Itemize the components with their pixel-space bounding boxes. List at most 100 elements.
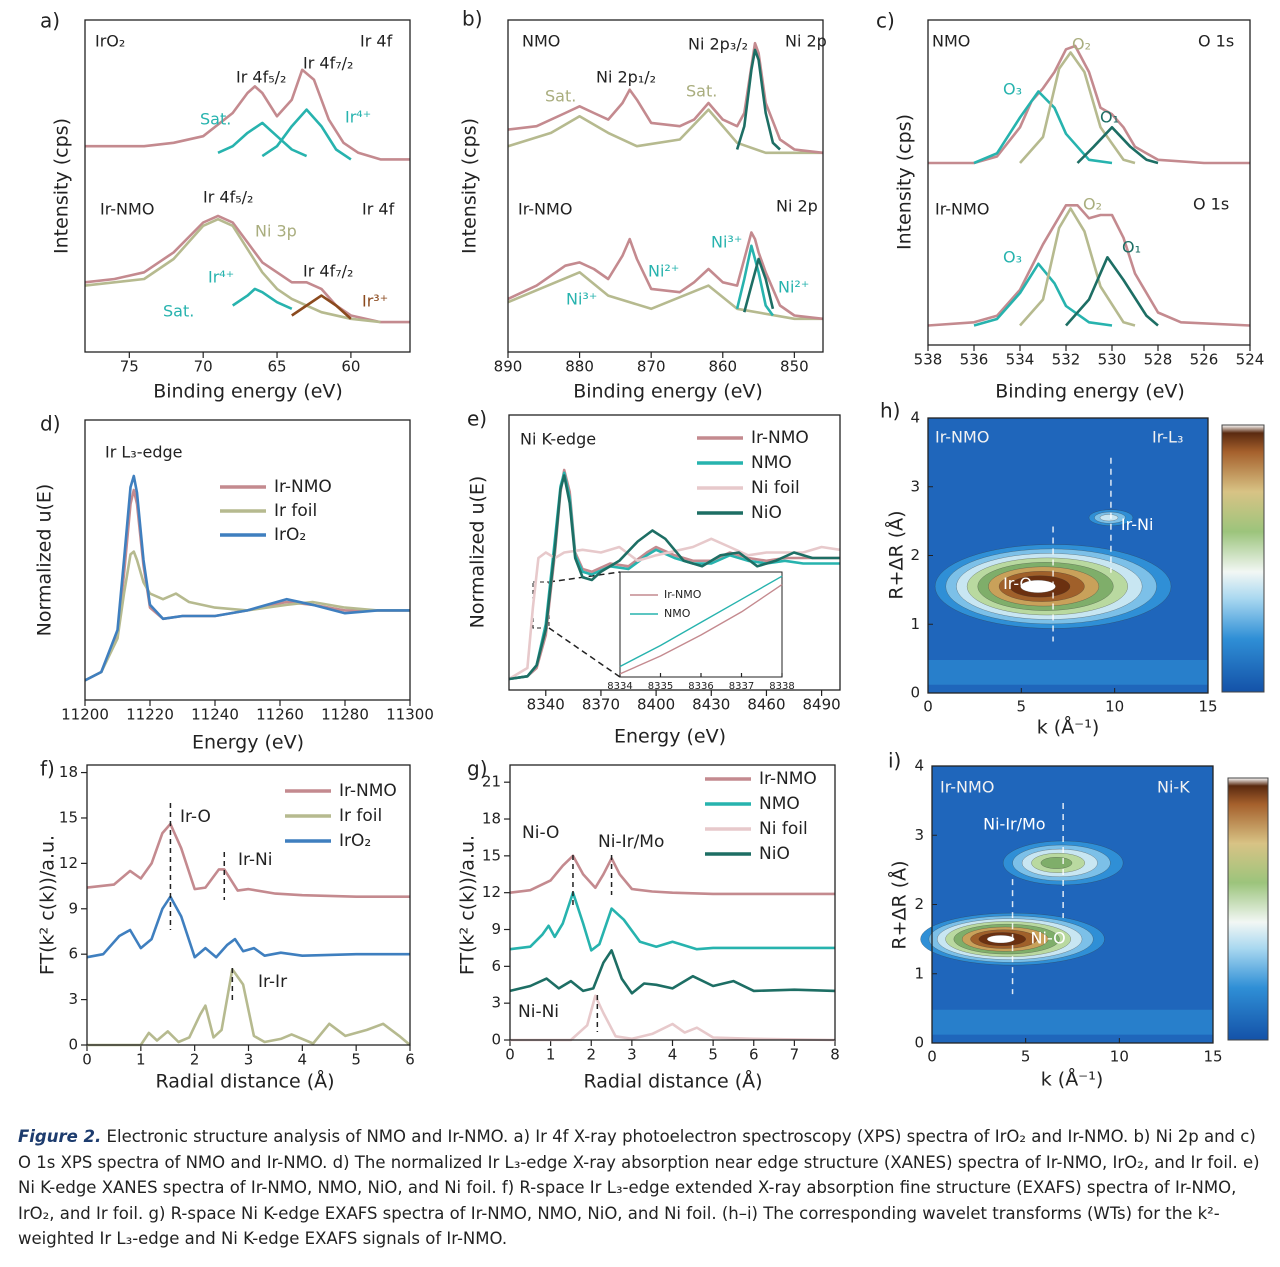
panel-label: e) — [467, 407, 487, 431]
annotation: Ni³⁺ — [566, 290, 597, 309]
x-tick-label: 6 — [749, 1046, 759, 1064]
series-line — [927, 204, 1251, 327]
annotation: Ni 2p — [785, 32, 827, 51]
x-tick-label: 5 — [708, 1046, 718, 1064]
series-line — [743, 257, 775, 313]
colorbar — [1221, 424, 1265, 693]
y-tick-label: 18 — [482, 810, 501, 828]
y-axis-label: FT(k² c(k))/a.u. — [457, 835, 479, 975]
annotation: O₃ — [1003, 80, 1022, 99]
series-line — [507, 271, 823, 321]
y-axis-label: Intensity (cps) — [894, 114, 916, 250]
peak-label: Ir-Ni — [1121, 515, 1153, 534]
y-tick-label: 21 — [482, 773, 501, 791]
x-tick-label: 10 — [1110, 1048, 1129, 1066]
series-line — [509, 949, 836, 995]
x-tick-label: 8334 — [607, 681, 632, 692]
x-tick-label: 850 — [780, 358, 809, 376]
y-tick-label: 1 — [914, 964, 924, 982]
x-tick-label: 10 — [1105, 698, 1124, 716]
legend-label: NMO — [664, 607, 691, 620]
x-tick-label: 2 — [586, 1046, 596, 1064]
x-tick-label: 60 — [341, 358, 360, 376]
zoom-line — [548, 627, 621, 678]
contour-level — [1020, 579, 1056, 593]
y-tick-label: 1 — [910, 615, 920, 633]
x-axis-label: Binding energy (eV) — [153, 381, 343, 403]
x-tick-label: 8 — [830, 1046, 840, 1064]
x-tick-label: 5 — [1017, 698, 1027, 716]
series-line — [510, 994, 836, 1042]
annotation: O₂ — [1083, 195, 1102, 214]
x-tick-label: 8336 — [688, 681, 713, 692]
series-line — [509, 854, 835, 896]
annotation: Ir-NMO — [518, 200, 572, 219]
marker-label: Ir-Ir — [258, 972, 287, 992]
marker-label: Ni-Ni — [518, 1002, 559, 1022]
caption: Figure 2. Electronic structure analysis … — [18, 1124, 1266, 1252]
colorbar — [1227, 777, 1269, 1041]
x-tick-label: 0 — [927, 1048, 937, 1066]
contour-level — [1040, 856, 1073, 869]
y-axis-label: R+ΔR (Å) — [885, 510, 908, 599]
series-line — [1019, 207, 1136, 327]
x-tick-label: 536 — [960, 351, 989, 369]
series-line — [1065, 256, 1159, 327]
series-line — [509, 891, 835, 952]
series-line — [84, 474, 410, 682]
panel-label: f) — [40, 757, 55, 781]
y-axis-label: FT(k² c(k))/a.u. — [37, 835, 59, 975]
x-axis-label: Radial distance (Å) — [155, 1070, 334, 1093]
x-tick-label: 6 — [405, 1051, 415, 1069]
panel-label: d) — [40, 412, 61, 436]
annotation: Ir L₃-edge — [105, 443, 182, 462]
annotation: Ni 2p₁/₂ — [596, 68, 656, 87]
annotation: Sat. — [545, 87, 576, 106]
legend-label: Ir-NMO — [751, 428, 809, 448]
y-tick-label: 0 — [68, 1036, 78, 1054]
inset-frame — [619, 571, 783, 678]
x-tick-label: 11240 — [191, 706, 239, 724]
peak-label: Ni-O — [1031, 929, 1066, 948]
series-line — [507, 108, 823, 155]
contour-level — [986, 935, 1015, 944]
x-tick-label: 3 — [244, 1051, 254, 1069]
annotation: Ni³⁺ — [711, 233, 742, 252]
panel-label: i) — [888, 749, 901, 773]
series-line — [231, 287, 293, 310]
x-axis-label: k (Å⁻¹) — [1037, 716, 1100, 739]
panel-label: a) — [40, 9, 60, 33]
x-tick-label: 8400 — [637, 696, 675, 714]
x-tick-label: 11200 — [61, 706, 109, 724]
x-tick-label: 11300 — [386, 706, 434, 724]
contour-background — [932, 766, 1213, 1043]
plot-frame — [927, 19, 1251, 346]
x-tick-label: 8338 — [769, 681, 794, 692]
x-tick-label: 532 — [1052, 351, 1081, 369]
series-line — [84, 488, 410, 682]
y-tick-label: 4 — [914, 757, 924, 775]
x-axis-label: Binding energy (eV) — [573, 381, 763, 403]
series-line — [1076, 126, 1159, 165]
caption-text: Electronic structure analysis of NMO and… — [18, 1127, 1260, 1249]
series-line — [619, 575, 783, 668]
x-tick-label: 534 — [1006, 351, 1035, 369]
annotation: Ir 4f₇/₂ — [303, 262, 353, 281]
x-axis-label: Binding energy (eV) — [995, 381, 1185, 403]
y-tick-label: 12 — [482, 883, 501, 901]
x-tick-label: 524 — [1236, 351, 1265, 369]
legend-label: IrO₂ — [339, 831, 371, 851]
x-tick-label: 3 — [627, 1046, 637, 1064]
x-tick-label: 65 — [267, 358, 286, 376]
plot-frame — [84, 419, 411, 701]
x-tick-label: 2 — [190, 1051, 200, 1069]
x-tick-label: 0 — [505, 1046, 515, 1064]
x-axis-label: Radial distance (Å) — [583, 1070, 762, 1093]
series-line — [86, 895, 410, 959]
marker-label: Ni-Ir/Mo — [598, 832, 664, 852]
y-axis-label: R+ΔR (Å) — [888, 860, 911, 949]
y-tick-label: 15 — [59, 808, 78, 826]
y-tick-label: 4 — [910, 409, 920, 427]
annotation: Ni 3p — [255, 222, 297, 241]
